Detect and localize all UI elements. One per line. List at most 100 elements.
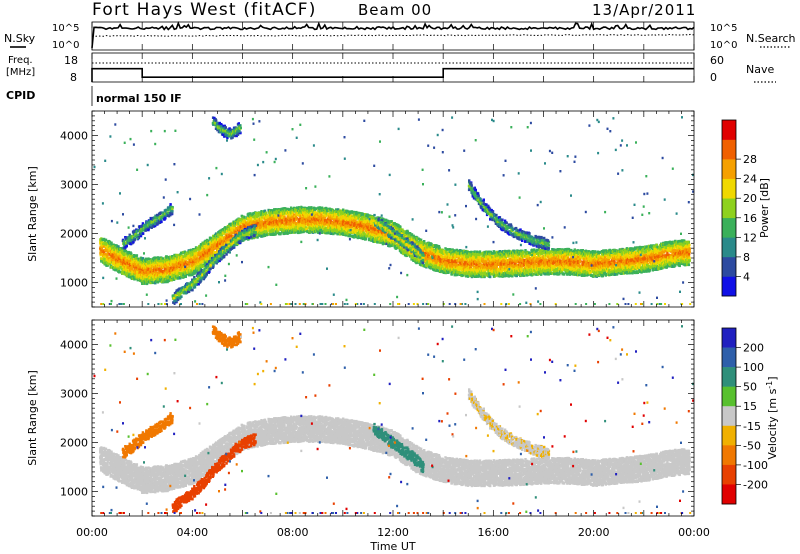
power-cell <box>252 211 255 215</box>
power-cell <box>99 242 102 245</box>
nave-right-tick-top: 60 <box>710 54 724 67</box>
power-cell <box>106 242 109 246</box>
power-cell <box>192 252 195 256</box>
power-cell <box>248 221 251 225</box>
power-cell <box>182 259 186 262</box>
power-cell <box>106 246 109 250</box>
power-cell <box>255 212 258 216</box>
power-cell <box>179 251 183 255</box>
power-cell <box>158 257 161 260</box>
power-cell <box>191 266 194 270</box>
power-cell <box>228 225 231 228</box>
power-cell <box>262 222 266 226</box>
power-cell <box>209 237 213 240</box>
power-cell <box>169 272 172 275</box>
station-title: Fort Hays West (fitACF) <box>92 0 317 20</box>
power-cell <box>112 243 115 247</box>
power-cell <box>237 220 241 223</box>
power-cell <box>156 273 160 277</box>
power-cell <box>246 217 249 220</box>
power-cell <box>188 256 192 260</box>
power-cell <box>112 257 115 261</box>
noise-right-tick-top: 10^5 <box>710 23 737 34</box>
power-cell <box>294 218 298 221</box>
power-cell <box>187 266 191 270</box>
power-cell <box>156 260 159 264</box>
power-cell <box>155 257 158 260</box>
power-cell <box>249 222 253 226</box>
power-cell <box>257 211 261 215</box>
power-cell <box>164 267 167 270</box>
power-cell <box>175 272 178 276</box>
power-cell <box>123 256 127 260</box>
power-cell <box>222 238 226 242</box>
power-cell <box>210 242 213 245</box>
power-cell <box>195 256 198 259</box>
power-cell <box>230 227 233 231</box>
frequency-panel: Freq. [MHz] 18 8 Nave 60 0 <box>6 52 776 84</box>
power-cell <box>105 253 109 256</box>
power-cell <box>128 260 131 264</box>
power-cell <box>138 275 141 278</box>
power-cell <box>191 263 194 266</box>
power-cell <box>177 253 180 257</box>
power-cell <box>237 224 240 228</box>
power-cell <box>188 262 191 265</box>
power-cell <box>130 266 134 269</box>
power-cell <box>124 260 128 263</box>
power-cell <box>220 233 224 237</box>
power-cell <box>164 274 168 277</box>
power-cell <box>115 266 118 269</box>
power-cell <box>165 263 168 267</box>
power-cell <box>263 234 267 237</box>
power-cell <box>225 233 228 236</box>
power-cell <box>256 235 259 238</box>
power-cell <box>153 258 156 262</box>
power-cell <box>160 275 163 279</box>
power-cell <box>99 253 102 257</box>
power-cell <box>119 248 122 251</box>
power-cell <box>115 261 118 265</box>
power-cell <box>131 269 135 272</box>
power-cell <box>159 260 162 264</box>
power-cell <box>239 226 243 229</box>
power-cell <box>147 281 151 284</box>
power-cell <box>208 241 212 244</box>
power-cell <box>152 272 155 275</box>
power-cell <box>314 207 318 210</box>
power-cell <box>149 268 153 271</box>
power-cell <box>183 267 187 271</box>
power-cell <box>196 252 199 255</box>
power-cell <box>139 267 142 271</box>
power-cell <box>140 271 144 274</box>
power-cell <box>140 277 143 280</box>
power-cell <box>194 249 197 252</box>
power-cell <box>170 257 173 261</box>
power-cell <box>147 268 151 271</box>
power-cell <box>106 251 109 254</box>
power-cell <box>102 245 106 248</box>
noise-left-tick-bottom: 10^0 <box>52 40 79 51</box>
power-cell <box>126 272 129 275</box>
power-cell <box>182 270 185 273</box>
power-cell <box>99 240 102 244</box>
power-cell <box>215 235 219 238</box>
freq-label-bottom: [MHz] <box>6 67 35 78</box>
power-cell <box>221 228 225 231</box>
power-cell <box>191 249 194 253</box>
power-cell <box>125 267 129 271</box>
power-cell <box>258 219 262 222</box>
power-cell <box>152 275 155 278</box>
power-cell <box>222 231 225 235</box>
power-cell <box>183 250 187 254</box>
power-cell <box>167 264 170 267</box>
power-cell <box>201 246 204 250</box>
power-cell <box>189 248 193 252</box>
power-cell <box>170 278 173 282</box>
power-cell <box>119 252 122 256</box>
power-cell <box>115 251 118 254</box>
power-cell <box>112 245 115 248</box>
power-cell <box>208 252 212 255</box>
